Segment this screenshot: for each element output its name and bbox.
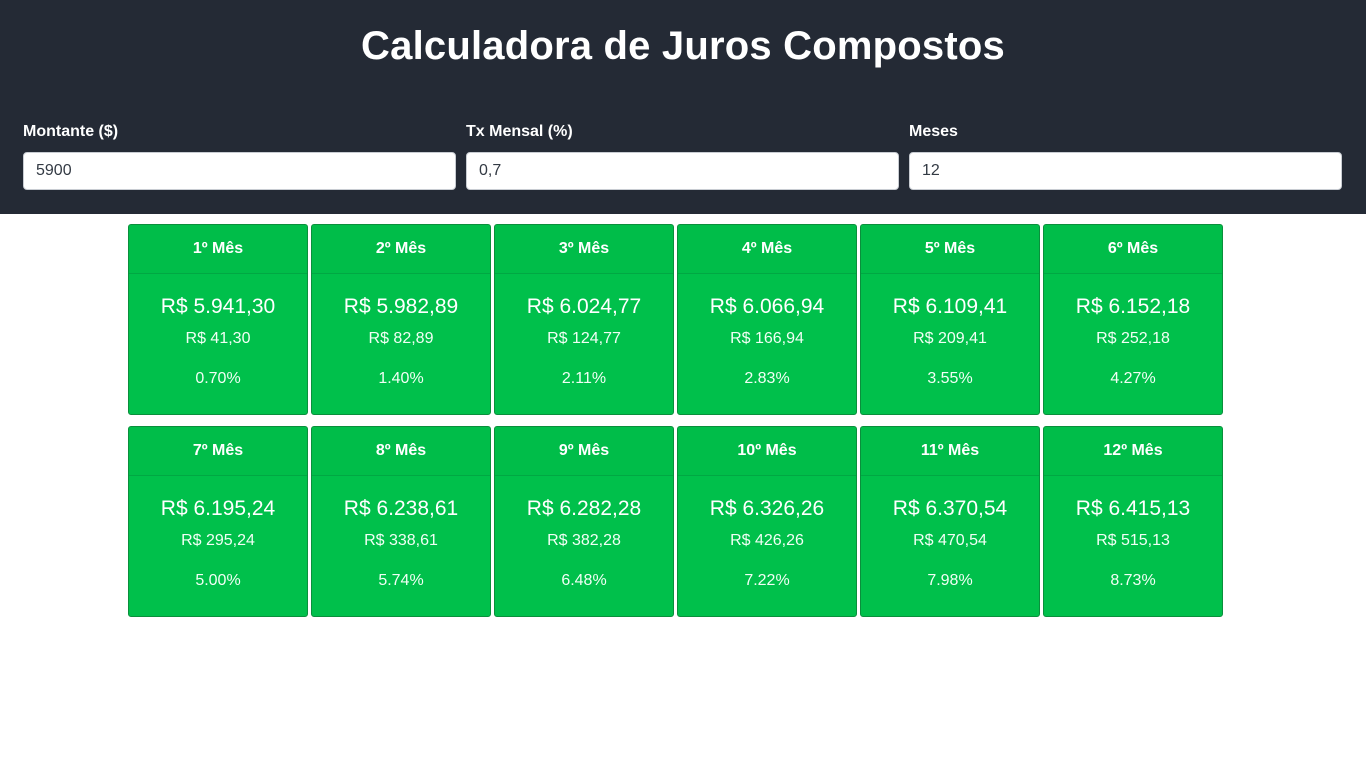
month-card-interest: R$ 470,54 [913, 532, 987, 549]
month-card: 1º Mês R$ 5.941,30 R$ 41,30 0.70% [128, 224, 308, 415]
months-label: Meses [909, 123, 958, 140]
month-card-interest: R$ 252,18 [1096, 330, 1170, 347]
month-card-total: R$ 6.415,13 [1075, 497, 1191, 520]
amount-input[interactable] [23, 152, 456, 190]
month-card: 10º Mês R$ 6.326,26 R$ 426,26 7.22% [677, 426, 857, 617]
month-card-percent: 5.00% [195, 572, 241, 589]
month-card-percent: 2.83% [744, 370, 790, 387]
amount-field-group: Montante ($) [23, 122, 456, 190]
month-card: 12º Mês R$ 6.415,13 R$ 515,13 8.73% [1043, 426, 1223, 617]
month-card-total: R$ 5.941,30 [160, 295, 276, 318]
month-card-interest: R$ 295,24 [181, 532, 255, 549]
month-card-total: R$ 6.195,24 [160, 497, 276, 520]
rate-input[interactable] [466, 152, 899, 190]
month-card-title: 7º Mês [129, 427, 307, 476]
months-field-group: Meses [909, 122, 1342, 190]
month-card-percent: 8.73% [1110, 572, 1156, 589]
input-form: Montante ($) Tx Mensal (%) Meses [23, 122, 1343, 190]
month-card: 5º Mês R$ 6.109,41 R$ 209,41 3.55% [860, 224, 1040, 415]
month-card-title: 3º Mês [495, 225, 673, 274]
month-card-title: 10º Mês [678, 427, 856, 476]
rate-field-group: Tx Mensal (%) [466, 122, 899, 190]
month-card-interest: R$ 426,26 [730, 532, 804, 549]
month-card-title: 12º Mês [1044, 427, 1222, 476]
month-card-title: 1º Mês [129, 225, 307, 274]
month-card-total: R$ 6.024,77 [526, 295, 642, 318]
month-card-percent: 4.27% [1110, 370, 1156, 387]
month-card-percent: 2.11% [561, 370, 607, 387]
month-card-percent: 5.74% [378, 572, 424, 589]
month-card-interest: R$ 124,77 [547, 330, 621, 347]
month-card-total: R$ 6.109,41 [892, 295, 1008, 318]
month-card-interest: R$ 82,89 [368, 330, 434, 347]
month-card: 6º Mês R$ 6.152,18 R$ 252,18 4.27% [1043, 224, 1223, 415]
month-card-interest: R$ 382,28 [547, 532, 621, 549]
month-card-title: 6º Mês [1044, 225, 1222, 274]
results-grid: 1º Mês R$ 5.941,30 R$ 41,30 0.70% 2º Mês… [128, 224, 1226, 617]
month-card-percent: 7.98% [927, 572, 973, 589]
month-card-total: R$ 6.152,18 [1075, 295, 1191, 318]
months-input[interactable] [909, 152, 1342, 190]
month-card-percent: 3.55% [927, 370, 973, 387]
month-card-interest: R$ 515,13 [1096, 532, 1170, 549]
month-card-interest: R$ 166,94 [730, 330, 804, 347]
month-card-percent: 7.22% [744, 572, 790, 589]
month-card-title: 2º Mês [312, 225, 490, 274]
month-card-title: 9º Mês [495, 427, 673, 476]
month-card: 11º Mês R$ 6.370,54 R$ 470,54 7.98% [860, 426, 1040, 617]
header: Calculadora de Juros Compostos Montante … [0, 0, 1366, 214]
month-card-total: R$ 6.370,54 [892, 497, 1008, 520]
month-card-interest: R$ 338,61 [364, 532, 438, 549]
month-card-total: R$ 6.066,94 [709, 295, 825, 318]
month-card-percent: 0.70% [195, 370, 241, 387]
month-card-total: R$ 6.282,28 [526, 497, 642, 520]
month-card: 3º Mês R$ 6.024,77 R$ 124,77 2.11% [494, 224, 674, 415]
month-card: 8º Mês R$ 6.238,61 R$ 338,61 5.74% [311, 426, 491, 617]
month-card: 2º Mês R$ 5.982,89 R$ 82,89 1.40% [311, 224, 491, 415]
month-card-title: 11º Mês [861, 427, 1039, 476]
month-card-interest: R$ 209,41 [913, 330, 987, 347]
page-title: Calculadora de Juros Compostos [361, 24, 1005, 68]
month-card-title: 4º Mês [678, 225, 856, 274]
month-card: 4º Mês R$ 6.066,94 R$ 166,94 2.83% [677, 224, 857, 415]
month-card-total: R$ 6.326,26 [709, 497, 825, 520]
month-card-interest: R$ 41,30 [185, 330, 251, 347]
month-card-total: R$ 5.982,89 [343, 295, 459, 318]
month-card-title: 5º Mês [861, 225, 1039, 274]
month-card-percent: 1.40% [378, 370, 424, 387]
month-card-title: 8º Mês [312, 427, 490, 476]
month-card-total: R$ 6.238,61 [343, 497, 459, 520]
rate-label: Tx Mensal (%) [466, 123, 573, 140]
amount-label: Montante ($) [23, 123, 119, 140]
month-card-percent: 6.48% [561, 572, 607, 589]
month-card: 9º Mês R$ 6.282,28 R$ 382,28 6.48% [494, 426, 674, 617]
month-card: 7º Mês R$ 6.195,24 R$ 295,24 5.00% [128, 426, 308, 617]
